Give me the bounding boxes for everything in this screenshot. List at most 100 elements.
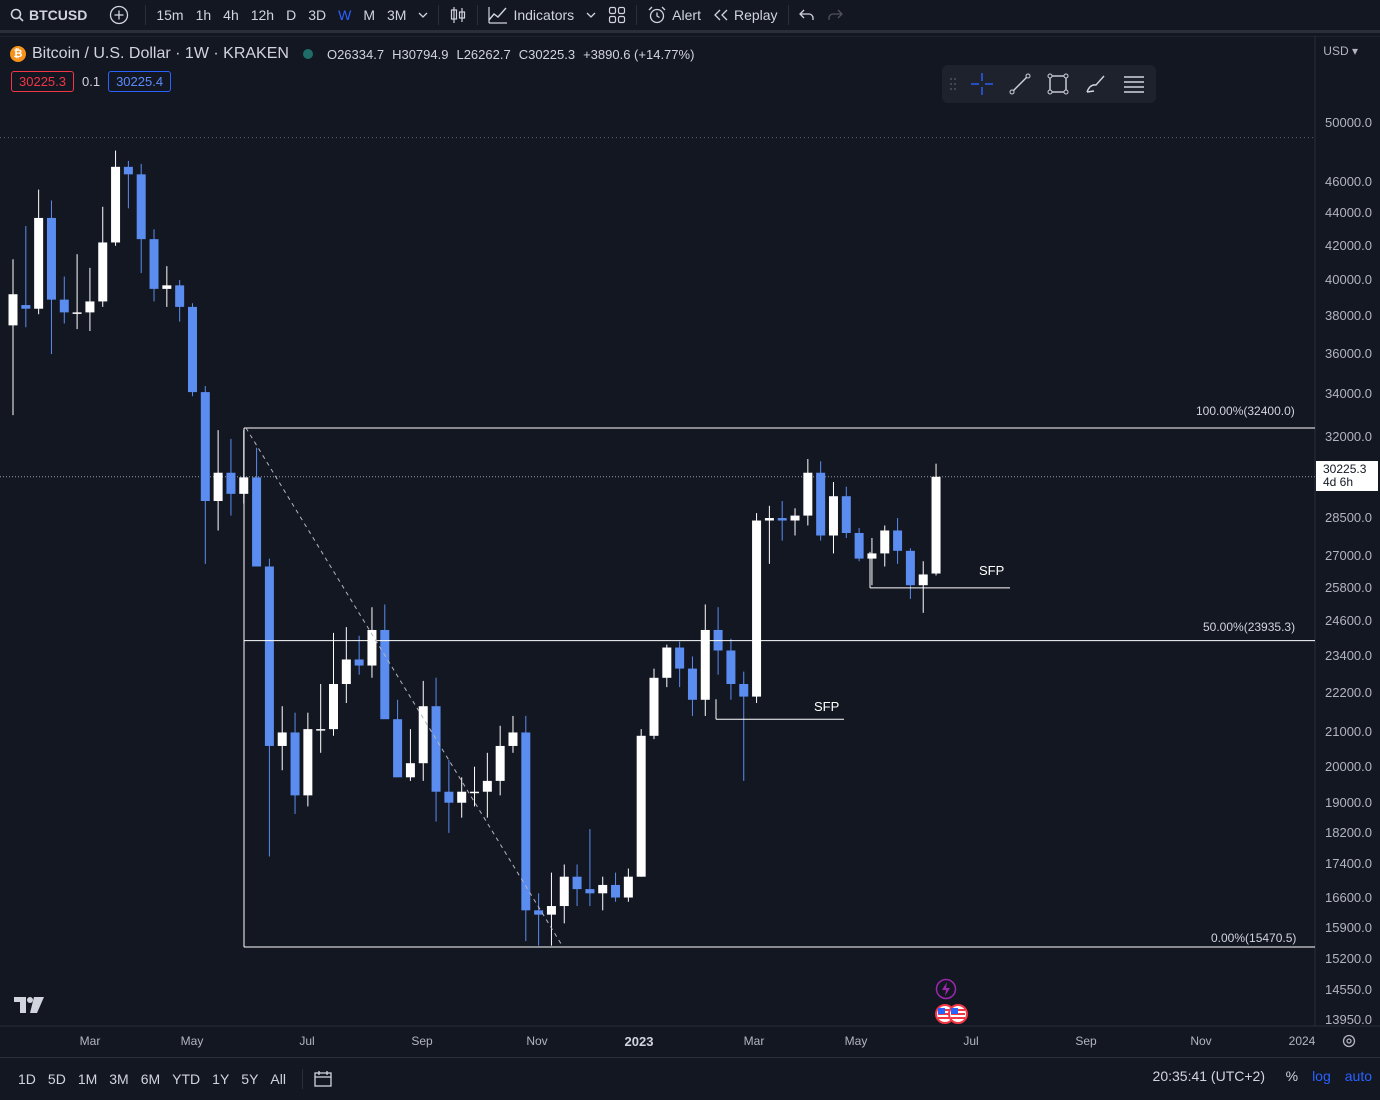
brush-icon[interactable] — [1084, 72, 1108, 96]
range-1m[interactable]: 1M — [77, 1071, 98, 1087]
calendar-range-icon[interactable] — [313, 1070, 333, 1088]
trade-buttons: 30225.3 0.1 30225.4 — [11, 71, 172, 92]
us-flag-event-icon[interactable] — [934, 1003, 970, 1025]
indicators-button[interactable]: Indicators — [482, 0, 580, 30]
time-tick-label: Nov — [1190, 1034, 1212, 1048]
alarm-clock-icon — [648, 6, 666, 24]
menu-lines-icon[interactable] — [1122, 72, 1146, 96]
candle-body — [367, 629, 377, 666]
candle-body — [675, 647, 685, 669]
price-chart[interactable] — [0, 36, 1380, 1056]
interval-m[interactable]: M — [363, 7, 376, 23]
interval-12h[interactable]: 12h — [250, 7, 275, 23]
candle-body — [277, 732, 287, 746]
interval-1h[interactable]: 1h — [195, 7, 212, 23]
candle-body — [687, 668, 697, 700]
drawing-toolbar — [942, 65, 1156, 103]
lightning-event-icon[interactable] — [935, 978, 957, 1000]
sfp-label: SFP — [814, 699, 840, 714]
candle-body — [752, 520, 762, 697]
interval-3m[interactable]: 3M — [387, 7, 407, 23]
undo-icon — [798, 9, 814, 20]
candle-body — [457, 791, 467, 803]
percent-toggle[interactable]: % — [1285, 1068, 1299, 1084]
candle-body — [572, 876, 582, 890]
time-tick-label: Mar — [79, 1034, 101, 1048]
rectangle-icon[interactable] — [1046, 72, 1070, 96]
compare-button[interactable] — [103, 0, 135, 30]
price-tick-label: 46000.0 — [1325, 173, 1372, 189]
separator — [477, 5, 479, 25]
candle-body — [764, 518, 774, 521]
log-toggle[interactable]: log — [1312, 1068, 1331, 1084]
high-key: H — [392, 46, 402, 62]
range-5y[interactable]: 5Y — [241, 1071, 259, 1087]
close-value: 30225.3 — [528, 46, 576, 62]
candle-body — [534, 910, 544, 915]
range-1y[interactable]: 1Y — [212, 1071, 230, 1087]
candle-body — [905, 550, 915, 586]
auto-toggle[interactable]: auto — [1344, 1068, 1372, 1084]
candle-body — [918, 574, 928, 586]
interval-4h[interactable]: 4h — [223, 7, 239, 23]
candle-body — [649, 677, 659, 736]
time-tick-label: 2023 — [624, 1034, 654, 1049]
candle-body — [482, 780, 492, 792]
price-tick-label: 18200.0 — [1325, 824, 1372, 840]
separator — [438, 5, 440, 25]
range-5d[interactable]: 5D — [47, 1071, 66, 1087]
interval-3d[interactable]: 3D — [308, 7, 327, 23]
candle-body — [264, 566, 274, 746]
range-1d[interactable]: 1D — [18, 1071, 36, 1087]
candle-body — [867, 553, 877, 559]
candle-body — [418, 706, 428, 764]
currency-selector[interactable]: USD ▾ — [1323, 44, 1358, 58]
indicators-icon — [488, 7, 508, 24]
candle-body — [521, 732, 531, 911]
time-tick-label: Sep — [411, 1034, 433, 1048]
intervals-dropdown[interactable] — [412, 0, 434, 30]
price-tick-label: 20000.0 — [1325, 758, 1372, 774]
settings-icon[interactable] — [1341, 1033, 1357, 1049]
time-tick-label: Jul — [963, 1034, 979, 1048]
range-3m[interactable]: 3M — [109, 1071, 129, 1087]
candle-body — [636, 735, 646, 877]
candle-body — [803, 472, 813, 516]
replay-button[interactable]: Replay — [707, 0, 784, 30]
candle-body — [726, 650, 736, 685]
range-all[interactable]: All — [270, 1071, 286, 1087]
price-tick-label: 15200.0 — [1325, 951, 1372, 967]
buy-button[interactable]: 30225.4 — [108, 71, 172, 92]
price-tick-label: 15900.0 — [1325, 919, 1372, 935]
alert-button[interactable]: Alert — [641, 0, 707, 30]
redo-button[interactable] — [821, 0, 849, 30]
top-toolbar: BTCUSD 15m 1h 4h 12h D 3D W M 3M Indicators Aler… — [0, 0, 1380, 33]
undo-button[interactable] — [793, 0, 821, 30]
price-tick-label: 42000.0 — [1325, 237, 1372, 253]
candle-body — [123, 166, 133, 175]
chart-type-button[interactable] — [443, 0, 473, 30]
symbol-search[interactable]: BTCUSD — [0, 0, 93, 30]
clock-timezone[interactable]: 20:35:41 (UTC+2) — [1152, 1068, 1265, 1084]
drag-handle-icon[interactable] — [950, 77, 956, 91]
interval-15m[interactable]: 15m — [156, 7, 184, 23]
candle-body — [623, 876, 633, 898]
candle-body — [931, 476, 941, 574]
crosshair-icon[interactable] — [970, 72, 994, 96]
interval-w[interactable]: W — [338, 7, 352, 23]
tradingview-logo-icon — [14, 997, 44, 1013]
range-6m[interactable]: 6M — [140, 1071, 161, 1087]
candle-body — [354, 659, 364, 666]
close-key: C — [518, 46, 529, 62]
sell-button[interactable]: 30225.3 — [11, 71, 74, 92]
legend-title[interactable]: Bitcoin / U.S. Dollar · 1W · KRAKEN — [32, 45, 289, 62]
trend-line-icon[interactable] — [1008, 72, 1032, 96]
time-tick-label: May — [180, 1034, 204, 1048]
indicators-dropdown[interactable] — [580, 0, 602, 30]
price-tick-label: 16600.0 — [1325, 889, 1372, 905]
layouts-button[interactable] — [602, 0, 632, 30]
chart-area[interactable] — [0, 36, 1380, 1056]
interval-d[interactable]: D — [286, 7, 297, 23]
range-ytd[interactable]: YTD — [172, 1071, 201, 1087]
time-tick-label: 2024 — [1288, 1034, 1316, 1048]
